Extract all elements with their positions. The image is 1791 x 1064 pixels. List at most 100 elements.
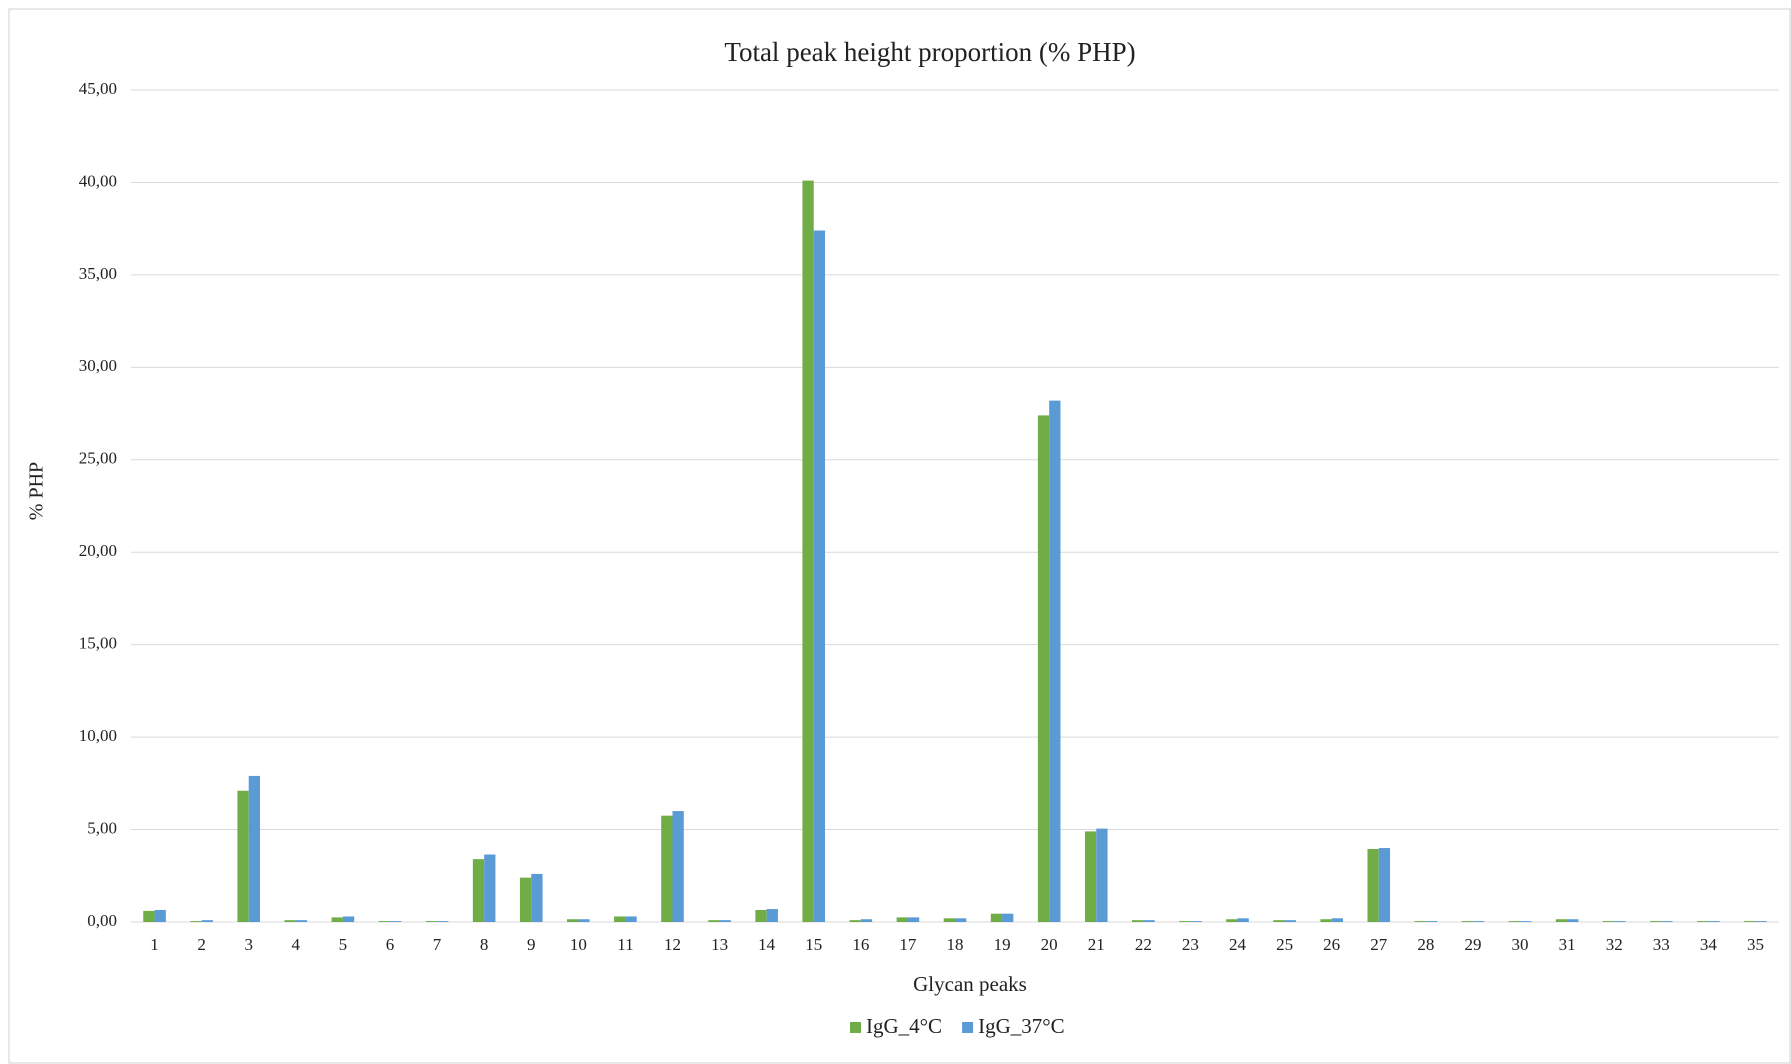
bar	[1472, 921, 1485, 922]
x-tick-label: 35	[1747, 935, 1764, 954]
bar	[378, 921, 390, 922]
bar	[1190, 921, 1202, 922]
chart-frame	[8, 8, 1791, 1064]
x-tick-label: 5	[339, 935, 348, 954]
x-tick-label: 20	[1041, 935, 1058, 954]
bar	[1002, 913, 1014, 922]
bar	[860, 919, 873, 922]
y-tick-label: 0,00	[87, 911, 117, 930]
x-tick-label: 31	[1559, 935, 1576, 954]
bar	[955, 918, 967, 922]
bar	[661, 815, 673, 922]
bar	[1367, 848, 1379, 922]
bar	[802, 180, 814, 922]
legend-label: IgG_37°C	[978, 1014, 1065, 1038]
bar	[907, 917, 920, 922]
x-tick-label: 3	[244, 935, 253, 954]
x-tick-label: 28	[1417, 935, 1434, 954]
y-tick-label: 40,00	[79, 171, 117, 190]
y-tick-label: 45,00	[79, 79, 117, 98]
x-tick-label: 4	[292, 935, 301, 954]
x-tick-label: 21	[1088, 935, 1105, 954]
y-tick-label: 5,00	[87, 818, 117, 837]
x-tick-label: 14	[758, 935, 776, 954]
x-tick-label: 7	[433, 935, 442, 954]
bar	[1520, 921, 1532, 922]
bar	[1755, 921, 1767, 922]
bar	[248, 775, 261, 922]
bar	[1096, 828, 1108, 922]
x-tick-label: 24	[1229, 935, 1247, 954]
bar	[567, 919, 579, 922]
bar	[1744, 921, 1756, 922]
bar	[1226, 919, 1238, 922]
bar	[425, 921, 438, 922]
bar	[755, 909, 767, 922]
bar	[1461, 921, 1473, 922]
x-tick-label: 22	[1135, 935, 1152, 954]
bar	[1049, 400, 1061, 922]
x-tick-label: 30	[1512, 935, 1529, 954]
bar	[813, 230, 826, 922]
bar	[1284, 920, 1296, 922]
x-tick-label: 11	[617, 935, 633, 954]
bar	[1567, 919, 1579, 922]
bar	[1425, 921, 1438, 922]
bar	[295, 920, 308, 922]
y-tick-label: 20,00	[79, 541, 117, 560]
y-tick-label: 35,00	[79, 264, 117, 283]
x-tick-label: 9	[527, 935, 536, 954]
y-tick-label: 10,00	[79, 726, 117, 745]
legend-swatch	[850, 1022, 861, 1033]
bar	[437, 921, 449, 922]
bar	[625, 916, 637, 922]
bar	[531, 873, 543, 922]
bar	[719, 920, 731, 922]
x-tick-label: 17	[899, 935, 917, 954]
bar	[1179, 921, 1191, 922]
chart-title: Total peak height proportion (% PHP)	[724, 37, 1135, 67]
x-tick-label: 13	[711, 935, 728, 954]
x-tick-label: 32	[1606, 935, 1623, 954]
bar	[389, 921, 402, 922]
bar	[1237, 918, 1249, 922]
bar	[672, 811, 684, 922]
bar	[614, 916, 626, 922]
x-tick-label: 29	[1464, 935, 1481, 954]
bar	[519, 877, 532, 922]
bar	[1708, 921, 1720, 922]
bar	[342, 916, 355, 922]
bar	[1132, 920, 1144, 922]
bar	[1084, 831, 1097, 922]
bar	[766, 909, 778, 922]
y-tick-label: 30,00	[79, 356, 117, 375]
bar	[1037, 415, 1050, 922]
x-tick-label: 26	[1323, 935, 1340, 954]
x-tick-label: 33	[1653, 935, 1670, 954]
x-tick-label: 1	[150, 935, 159, 954]
bar	[190, 921, 202, 922]
bar	[1320, 919, 1332, 922]
bar	[1508, 921, 1521, 922]
bar	[284, 920, 296, 922]
x-tick-label: 8	[480, 935, 489, 954]
bar	[331, 917, 343, 922]
bar	[708, 920, 720, 922]
bar	[1649, 921, 1662, 922]
bar	[849, 920, 861, 922]
y-tick-label: 15,00	[79, 634, 117, 653]
bar	[1661, 921, 1673, 922]
x-tick-label: 15	[805, 935, 822, 954]
bar	[578, 919, 590, 922]
y-tick-label: 25,00	[79, 449, 117, 468]
bar	[1555, 919, 1568, 922]
bar	[154, 909, 166, 922]
bar	[484, 854, 496, 922]
bar	[1614, 921, 1626, 922]
legend-swatch	[962, 1022, 974, 1033]
x-tick-label: 18	[947, 935, 964, 954]
x-tick-label: 25	[1276, 935, 1293, 954]
bar	[143, 910, 155, 922]
